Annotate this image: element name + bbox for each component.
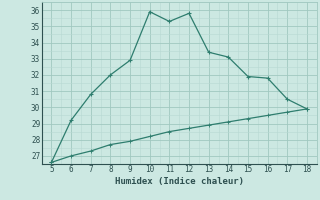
X-axis label: Humidex (Indice chaleur): Humidex (Indice chaleur): [115, 177, 244, 186]
